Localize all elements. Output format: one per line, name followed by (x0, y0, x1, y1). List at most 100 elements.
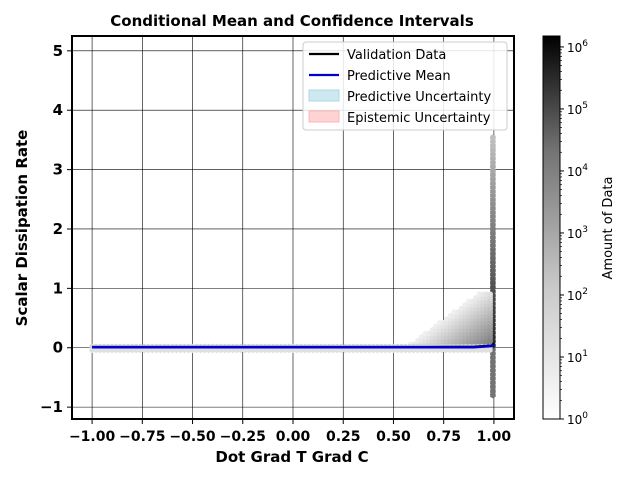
x-tick-label: −0.50 (169, 429, 216, 445)
y-tick-label: 4 (53, 101, 63, 119)
colorbar-gradient (542, 35, 561, 420)
hexbin-cell (490, 175, 496, 183)
hexbin-cell (342, 347, 348, 354)
hexbin-cell (490, 371, 496, 378)
hexbin-cell (490, 354, 496, 361)
hexbin-cell (310, 347, 316, 354)
hexbin-cell (214, 347, 220, 354)
hexbin-cell (463, 347, 469, 354)
hexbin-cell (326, 347, 332, 354)
hexbin-cell (270, 347, 276, 354)
hexbin-cell (117, 347, 123, 354)
hexbin-cell (490, 259, 496, 266)
hexbin-cell (206, 347, 212, 354)
hexbin-cell (490, 184, 496, 191)
hexbin-cell (471, 347, 477, 354)
hexbin-cell (490, 279, 496, 287)
hexbin-cell (141, 347, 147, 354)
hexbin-cell (149, 347, 155, 354)
colorbar-tick-label: 105 (567, 101, 588, 117)
hexbin-cell (490, 217, 496, 224)
hexbin-cell (93, 347, 99, 354)
hexbin-cell (282, 347, 288, 354)
hexbin-cell (490, 275, 496, 283)
hexbin-cell (181, 347, 188, 354)
hexbin-cell (490, 205, 496, 212)
hexbin-cell (490, 234, 496, 241)
hexbin-cell (189, 347, 196, 354)
hexbin-cell (490, 200, 496, 208)
hexbin-cell (318, 347, 324, 354)
hexbin-cell (447, 347, 453, 354)
hexbin-cell (467, 347, 473, 354)
hexbin-cell (314, 347, 320, 354)
hexbin-cell (234, 347, 240, 354)
hexbin-cell (153, 347, 159, 354)
hexbin-cell (487, 291, 493, 298)
hexbin-cell (370, 347, 376, 354)
hexbin-cell (165, 347, 171, 354)
hexbin-cell (330, 347, 336, 354)
x-tick-label: 0.75 (426, 429, 461, 445)
hexbin-cell (490, 171, 496, 179)
hexbin-cell (125, 347, 131, 354)
legend-patch (308, 110, 340, 123)
hexbin-cell (133, 347, 139, 354)
hexbin-cell (306, 347, 312, 354)
hexbin-cell (242, 347, 248, 354)
legend: Validation Data Predictive Mean Predictive… (302, 41, 508, 131)
hexbin-cell (490, 263, 496, 270)
hexbin-cell (415, 347, 421, 354)
y-axis-label: Scalar Dissipation Rate (13, 130, 31, 327)
hexbin-cell (410, 347, 417, 354)
hexbin-cell (483, 347, 489, 354)
colorbar-tick-label: 103 (567, 225, 588, 241)
hexbin-cell (222, 347, 228, 354)
hexbin-cell (137, 347, 143, 354)
hexbin-cell (490, 221, 496, 228)
series-line (92, 343, 495, 349)
hexbin-cell (490, 213, 496, 220)
hexbin-cell (262, 347, 268, 354)
hexbin-cell (490, 155, 496, 162)
hexbin-cell (382, 347, 388, 354)
x-ticks: −1.00 −0.75 −0.50 −0.25 0.00 0.25 0.50 0.75 1.00 (69, 419, 511, 445)
hexbin-cell (169, 347, 176, 354)
hexbin-cell (89, 347, 95, 354)
hexbin-cell (455, 347, 461, 354)
hexbin-cell (490, 363, 496, 370)
hexbin-cell (185, 347, 192, 354)
hexbin-cell (431, 347, 437, 354)
hexbin-cell (338, 347, 344, 354)
hexbin-cell (350, 347, 356, 354)
hexbin-cell (218, 347, 224, 354)
hexbin-cell (298, 347, 304, 354)
hexbin-cell (334, 347, 340, 354)
hexbin-cell (362, 347, 368, 354)
x-tick-label: 0.00 (276, 429, 311, 445)
hexbin-cell (490, 142, 496, 150)
colorbar-label: Amount of Data (601, 177, 616, 280)
y-tick-label: −1 (40, 398, 63, 416)
hexbin-cell (427, 347, 433, 354)
legend-label: Epistemic Uncertainty (347, 111, 491, 126)
hexbin-density (89, 134, 496, 399)
x-tick-label: 0.25 (326, 429, 361, 445)
hexbin-cell (226, 347, 232, 354)
hexbin-cell (394, 347, 401, 354)
legend-label: Validation Data (347, 48, 446, 63)
hexbin-cell (238, 347, 244, 354)
hexbin-cell (406, 347, 413, 354)
hexbin-cell (386, 347, 392, 354)
hexbin-cell (435, 347, 441, 354)
hexbin-cell (490, 151, 496, 158)
y-tick-label: 0 (53, 339, 63, 357)
hexbin-cell (490, 238, 496, 245)
hexbin-cell (487, 347, 493, 354)
hexbin-cell (490, 180, 496, 187)
hexbin-cell (439, 347, 445, 354)
hexbin-cell (451, 347, 457, 354)
hexbin-cell (490, 387, 496, 395)
hexbin-cell (374, 347, 380, 354)
x-tick-label: 0.50 (376, 429, 411, 445)
